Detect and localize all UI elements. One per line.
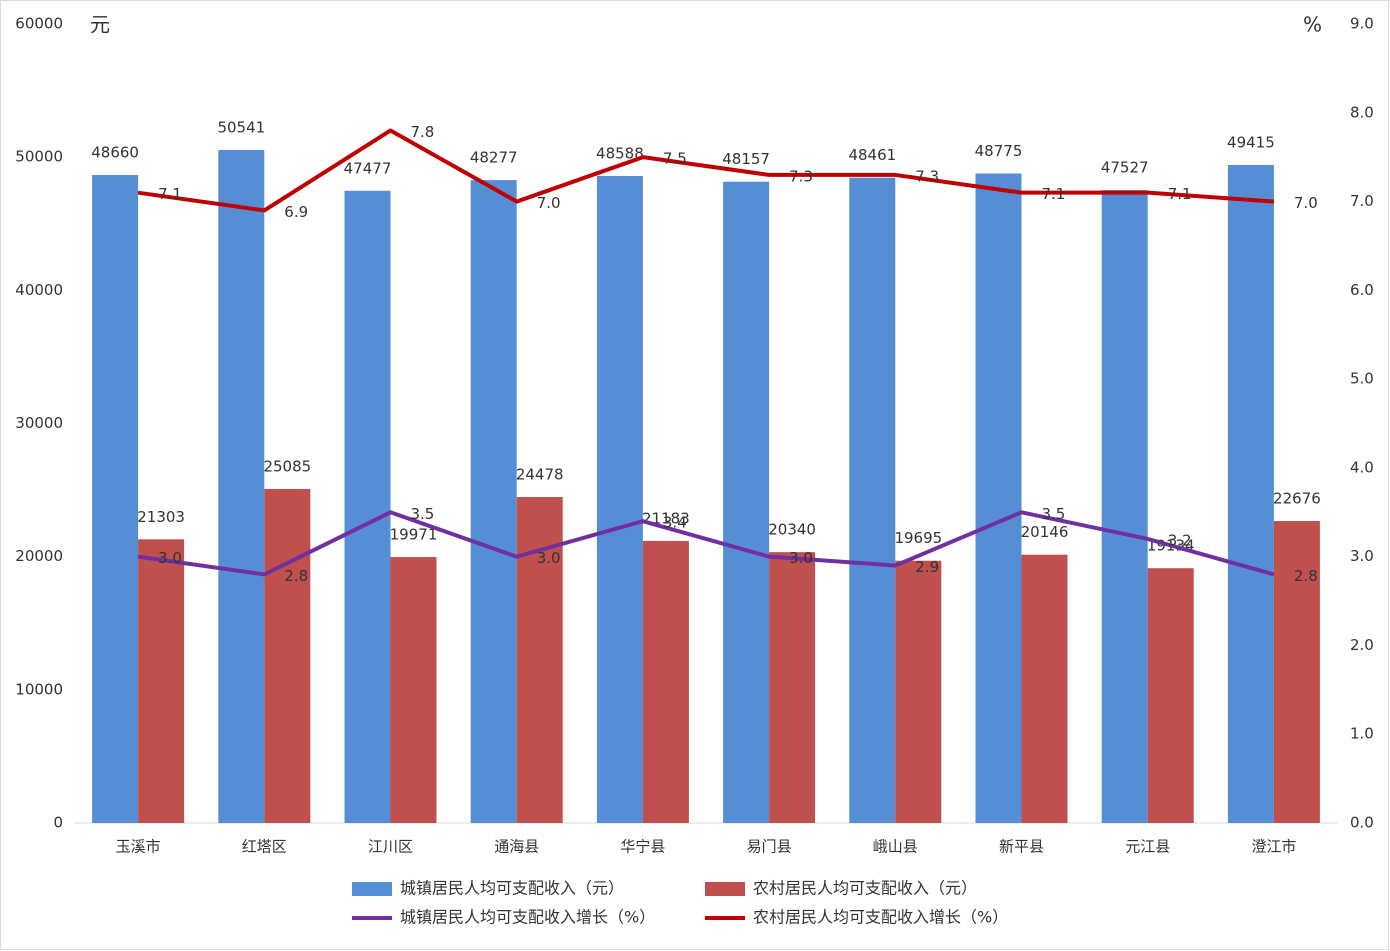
line (137, 128, 1275, 213)
x-tick-label: 峨山县 (873, 838, 918, 856)
line-label: 3.0 (158, 549, 182, 567)
y-tick-label: 40000 (15, 281, 63, 299)
y2-tick-label: 3.0 (1350, 547, 1374, 565)
line-label: 3.4 (663, 514, 687, 532)
bar (138, 539, 185, 823)
y-tick-label: 10000 (15, 680, 63, 698)
bar-label: 48157 (722, 150, 770, 168)
x-tick-label: 元江县 (1125, 838, 1170, 856)
bar (344, 190, 391, 823)
line-label: 3.5 (1042, 505, 1066, 523)
bar (596, 175, 643, 824)
y2-tick-label: 2.0 (1350, 636, 1374, 654)
y-tick-label: 20000 (15, 547, 63, 565)
legend-label: 农村居民人均可支配收入增长（%） (753, 908, 1008, 927)
line-label: 7.5 (663, 150, 687, 168)
bar-label: 24478 (516, 466, 564, 484)
bar (642, 540, 689, 823)
y2-tick-label: 9.0 (1350, 15, 1374, 33)
bar (1147, 568, 1194, 823)
legend-swatch (705, 882, 745, 896)
line-label: 7.1 (1168, 185, 1192, 203)
line-label: 3.2 (1168, 531, 1192, 549)
bar-label: 20340 (768, 521, 816, 539)
bar-label: 48588 (596, 144, 644, 162)
line-label: 7.3 (915, 167, 939, 185)
x-tick-label: 玉溪市 (116, 838, 161, 856)
bar (218, 149, 265, 824)
y-tick-label: 30000 (15, 414, 63, 432)
bar-label: 19971 (390, 526, 438, 544)
x-tick-label: 华宁县 (620, 838, 665, 856)
bar (92, 175, 139, 824)
bar (895, 560, 942, 823)
line-label: 2.8 (1294, 567, 1318, 585)
x-tick-label: 澄江市 (1251, 838, 1296, 856)
bar-label: 20146 (1021, 523, 1069, 541)
bar-label: 48775 (975, 142, 1023, 160)
bar (1021, 554, 1068, 823)
y2-unit: % (1303, 13, 1322, 37)
y2-tick-label: 1.0 (1350, 725, 1374, 743)
y2-tick-label: 6.0 (1350, 281, 1374, 299)
y2-tick-label: 5.0 (1350, 370, 1374, 388)
bar (1101, 190, 1148, 824)
bar-label: 48660 (91, 144, 139, 162)
line-label: 7.3 (789, 167, 813, 185)
bar (264, 488, 311, 823)
bar (975, 173, 1022, 823)
x-tick-label: 新平县 (999, 838, 1044, 856)
legend-label: 城镇居民人均可支配收入增长（%） (400, 908, 655, 927)
bar-label: 19695 (894, 529, 942, 547)
y-tick-label: 60000 (15, 15, 63, 33)
bar (470, 180, 517, 824)
x-tick-label: 红塔区 (242, 838, 287, 856)
y2-tick-label: 4.0 (1350, 458, 1374, 476)
legend-label: 农村居民人均可支配收入（元） (753, 879, 977, 898)
x-tick-label: 易门县 (747, 838, 792, 856)
line-label: 3.0 (537, 549, 561, 567)
y-unit: 元 (90, 13, 110, 37)
bar-label: 49415 (1227, 133, 1275, 151)
line-label: 3.5 (411, 505, 435, 523)
line-label: 6.9 (284, 203, 308, 221)
y-tick-label: 50000 (15, 148, 63, 166)
bar-label: 48277 (470, 149, 518, 167)
bar (769, 552, 816, 823)
bar-label: 50541 (217, 118, 265, 136)
bar-label: 47477 (344, 159, 392, 177)
bar (1273, 521, 1320, 823)
bar (1227, 164, 1274, 823)
line (137, 510, 1275, 577)
x-tick-label: 江川区 (368, 838, 413, 856)
line-label: 2.9 (915, 558, 939, 576)
bar (723, 181, 770, 823)
legend-label: 城镇居民人均可支配收入（元） (400, 879, 624, 898)
bar-label: 22676 (1273, 490, 1321, 508)
y2-tick-label: 0.0 (1350, 814, 1374, 832)
bar-label: 47527 (1101, 159, 1149, 177)
y2-tick-label: 8.0 (1350, 103, 1374, 121)
line-label: 2.8 (284, 567, 308, 585)
bar (390, 557, 437, 823)
bar-label: 48461 (848, 146, 896, 164)
line-label: 7.0 (537, 194, 561, 212)
y2-tick-label: 7.0 (1350, 192, 1374, 210)
legend-swatch (352, 882, 392, 896)
x-tick-label: 通海县 (494, 838, 539, 856)
line-label: 7.8 (411, 123, 435, 141)
line-label: 7.1 (1042, 185, 1066, 203)
line-label: 7.0 (1294, 194, 1318, 212)
bar-label: 21303 (137, 508, 185, 526)
y-tick-label: 0 (53, 814, 63, 832)
bar-label: 25085 (263, 457, 311, 475)
bar (849, 177, 896, 823)
line-label: 3.0 (789, 549, 813, 567)
line-label: 7.1 (158, 185, 182, 203)
